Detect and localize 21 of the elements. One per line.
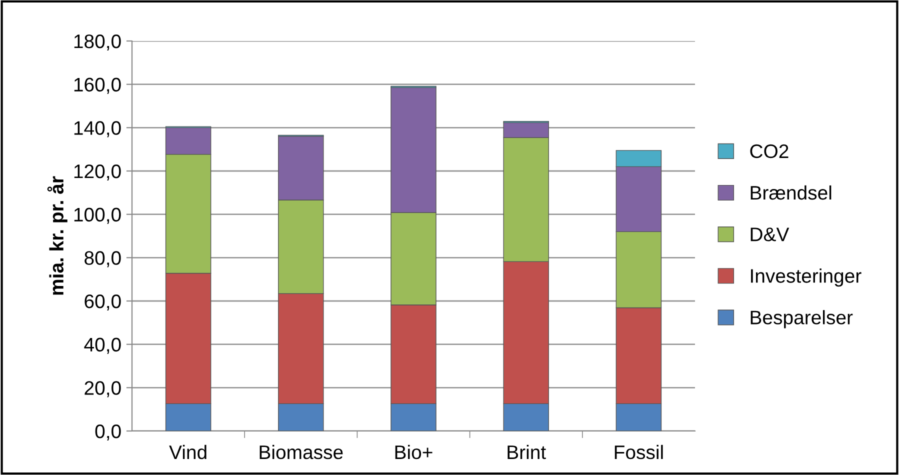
y-tick-label: 120,0 [74,164,121,181]
x-tick-label: Fossil [614,444,663,460]
x-tick-label: Vind [169,444,206,460]
legend-label: Besparelser [750,310,853,328]
y-tick-label: 140,0 [74,121,121,138]
x-tick-label: Brint [508,444,546,460]
y-tick-label: 80,0 [84,251,121,268]
x-tick-label: Bio+ [395,444,432,460]
legend-label: D&V [750,228,790,242]
y-axis-title: mia. kr. pr. år [47,176,68,295]
y-tick-label: 100,0 [74,208,121,224]
x-tick-label: Biomasse [260,444,343,460]
y-tick-label: 0,0 [95,424,121,441]
legend-label: Brændsel [750,185,832,200]
legend-label: CO2 [750,144,788,158]
y-tick-label: 20,0 [84,381,121,398]
y-tick-label: 40,0 [84,338,121,354]
y-tick-label: 60,0 [84,294,121,311]
legend-label: Investeringer [751,268,862,287]
y-tick-label: 180,0 [74,34,121,51]
y-tick-label: 160,0 [74,78,121,94]
